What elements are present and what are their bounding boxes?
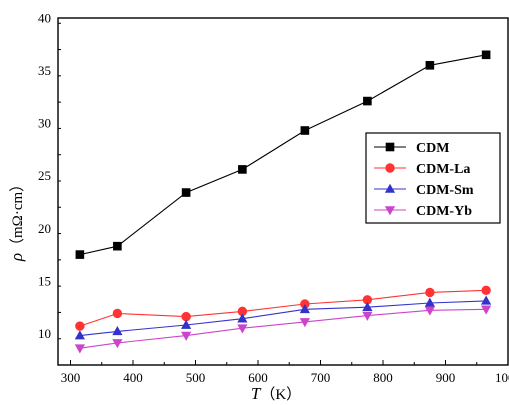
data-point-cdm-yb <box>424 306 435 316</box>
legend-marker <box>384 206 396 216</box>
data-point-cdm-yb <box>181 331 192 341</box>
data-point-cdm <box>363 96 372 106</box>
y-axis-unit: （mΩ·cm） <box>9 177 26 253</box>
legend-marker <box>384 183 396 193</box>
data-point-cdm <box>300 126 310 135</box>
data-point-cdm <box>481 50 491 60</box>
y-tick-label: 20 <box>38 221 51 236</box>
data-point-cdm-sm <box>112 326 123 336</box>
series-line-cdm-yb <box>79 308 487 349</box>
legend-label: CDM-Yb <box>416 204 472 219</box>
x-tick-label: 600 <box>248 370 268 385</box>
data-point-cdm-yb <box>481 305 492 315</box>
y-tick-label: 25 <box>38 168 51 183</box>
x-axis-unit: （K） <box>260 386 301 403</box>
data-point-cdm <box>113 241 122 251</box>
data-point-cdm-yb <box>237 324 248 334</box>
data-point-cdm-yb <box>112 339 123 349</box>
plot-frame <box>57 17 509 366</box>
legend-label: CDM <box>416 141 449 156</box>
data-point-cdm-sm <box>74 330 85 340</box>
series-layer <box>74 50 492 354</box>
data-point-cdm-la <box>425 287 435 298</box>
data-point-cdm-la <box>362 295 373 305</box>
series-line-cdm-sm <box>79 300 487 337</box>
data-point-cdm-la <box>75 321 85 331</box>
y-tick-label: 40 <box>38 11 51 26</box>
x-tick-label: 400 <box>123 370 143 385</box>
data-point-cdm-sm <box>299 303 310 314</box>
data-point-cdm-la <box>181 311 191 322</box>
data-point-cdm-sm <box>481 295 492 305</box>
data-point-cdm-la <box>481 285 491 296</box>
legend-label: CDM-La <box>416 162 470 177</box>
legend-marker <box>385 142 395 152</box>
data-point-cdm-sm <box>362 301 373 311</box>
legend-marker <box>385 163 395 173</box>
series-cdm-sm <box>74 295 492 340</box>
plot-axes: 10 15 20 25 30 35 40 300 400 500 600 700 800 900 1000 <box>38 11 509 386</box>
series-cdm-la <box>75 285 491 331</box>
y-tick-label: 35 <box>38 63 51 78</box>
data-point-cdm-sm <box>424 297 435 307</box>
y-tick-label: 15 <box>38 273 51 288</box>
x-tick-label: 500 <box>186 370 206 385</box>
series-cdm-yb <box>74 305 492 354</box>
legend: CDM CDM-La CDM-Sm CDM-Yb <box>365 132 501 224</box>
data-point-cdm <box>238 165 247 174</box>
x-axis-title: T（K） <box>251 384 301 403</box>
series-line-cdm-la <box>79 289 487 327</box>
y-axis-symbol: ρ <box>7 253 26 262</box>
x-tick-label: 300 <box>61 370 81 385</box>
y-tick-label: 30 <box>38 116 51 131</box>
data-point-cdm <box>75 250 85 259</box>
data-point-cdm-la <box>237 306 248 317</box>
data-point-cdm-yb <box>299 318 310 328</box>
data-point-cdm-la <box>112 308 123 319</box>
x-tick-label: 1000 <box>495 370 509 385</box>
series-line-cdm <box>79 54 487 256</box>
data-point-cdm <box>181 188 191 197</box>
data-point-cdm <box>425 61 435 70</box>
data-point-cdm-sm <box>237 313 248 323</box>
data-point-cdm-sm <box>181 319 192 329</box>
x-tick-label: 700 <box>311 370 331 385</box>
y-axis-title: ρ（mΩ·cm） <box>7 177 26 262</box>
series-cdm <box>75 50 491 259</box>
x-tick-label: 900 <box>436 370 456 385</box>
data-point-cdm-yb <box>362 311 373 321</box>
y-tick-label: 10 <box>38 326 51 341</box>
data-point-cdm-yb <box>74 344 85 354</box>
legend-label: CDM-Sm <box>416 183 474 198</box>
x-axis-symbol: T <box>251 384 262 403</box>
x-tick-label: 800 <box>373 370 393 385</box>
